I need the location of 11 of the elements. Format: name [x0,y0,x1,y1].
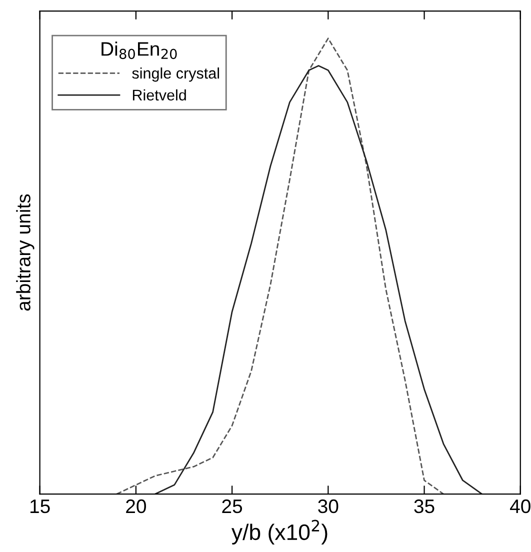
legend-title: Di$_{80}$En$_{20}$ [102,42,177,60]
x-tick-label: 20 [126,499,146,514]
x-tick-label: 35 [414,499,434,514]
x-tick-label: 40 [510,499,530,514]
legend-label: single crystal [132,67,219,82]
x-tick-label: 15 [30,500,50,514]
legend-label: Rietveld [132,89,186,101]
y-axis-title: arbitrary units [16,194,34,311]
x-tick-label: 25 [222,499,242,514]
x-axis-title: y/b (x10$^{2}$) [231,520,328,544]
x-tick-label: 30 [318,499,338,514]
